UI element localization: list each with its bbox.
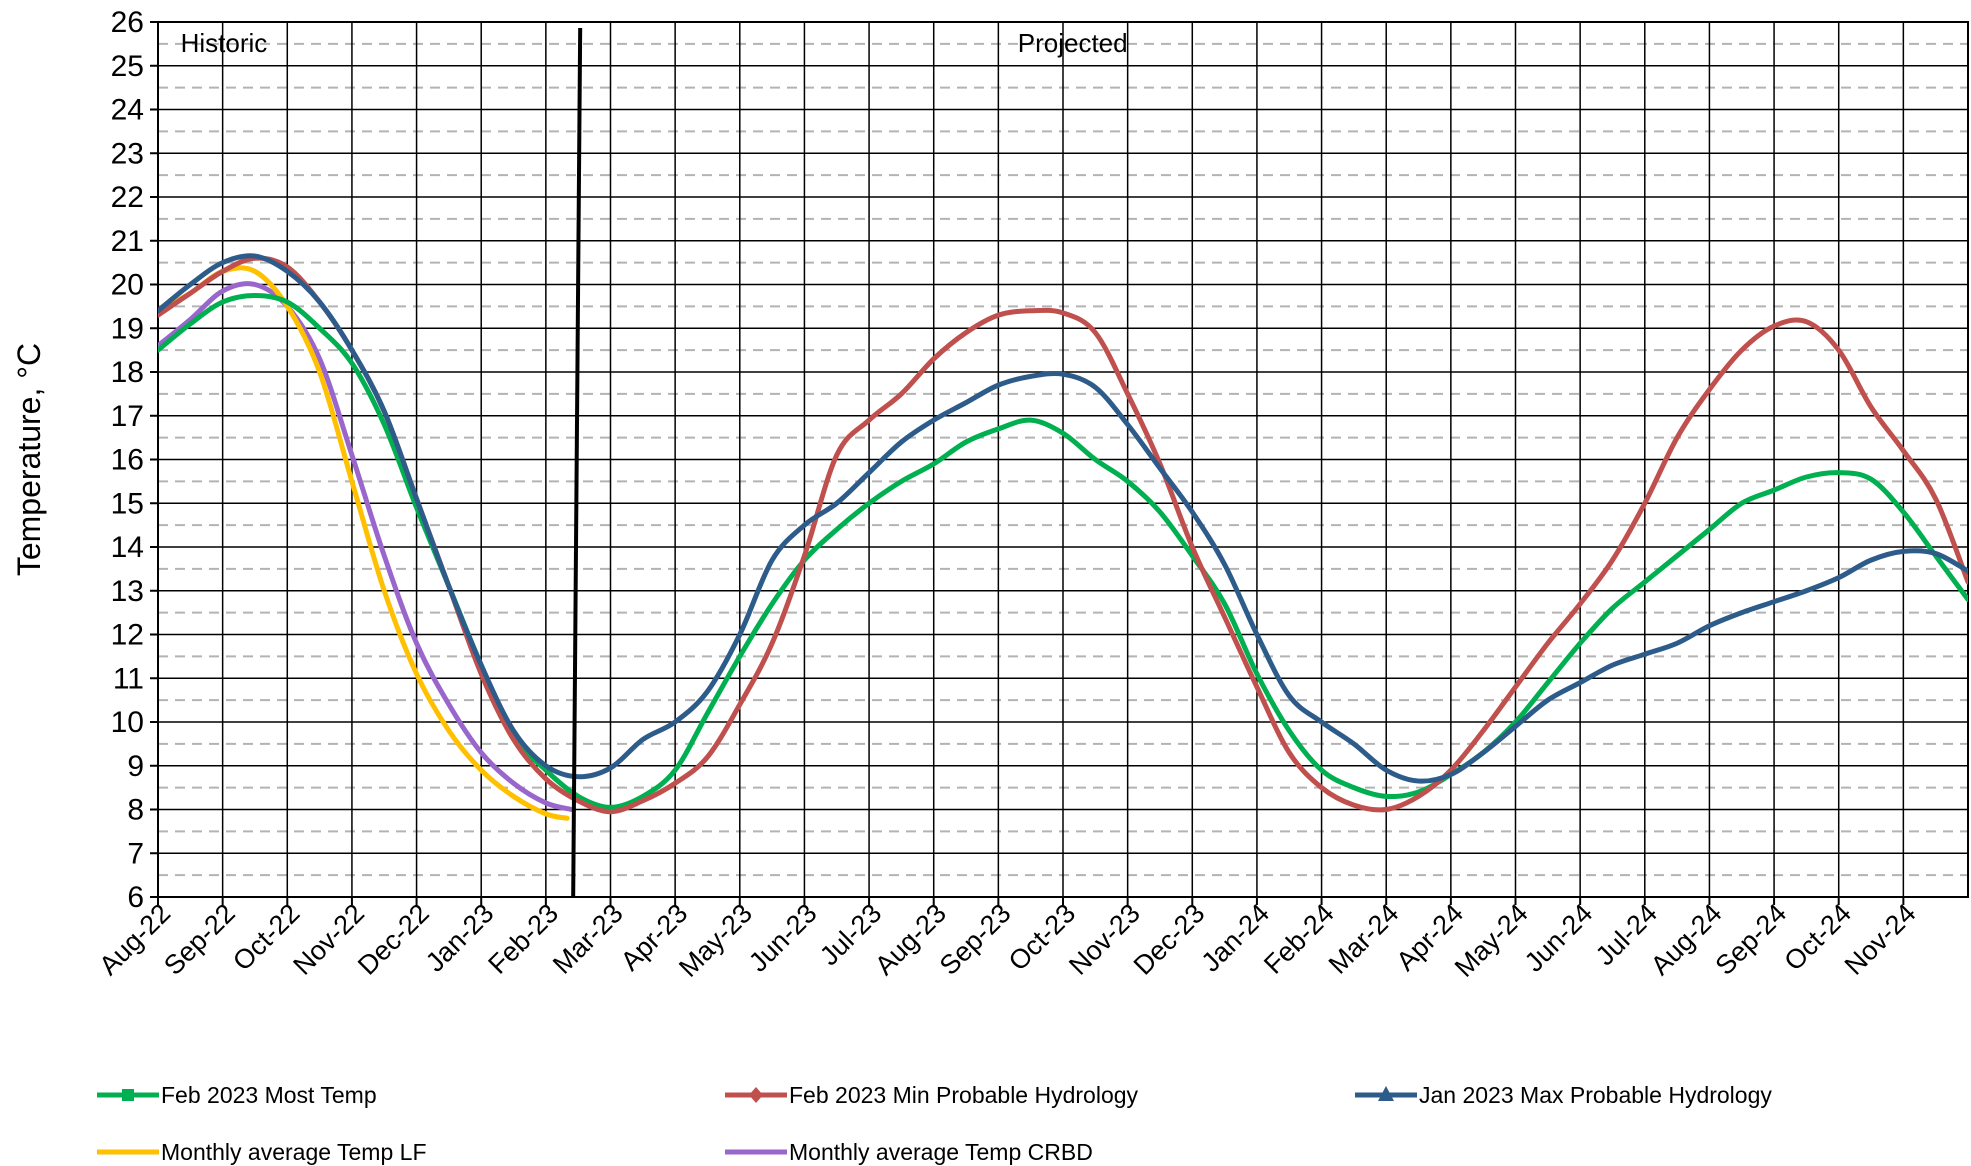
x-tick-label: Dec-23 [1128,898,1211,981]
x-tick-label: May-24 [1449,898,1534,983]
series-jan-2023-max-probable-hydrology [158,253,1968,784]
x-tick-label: Nov-22 [287,898,370,981]
x-tick-label: Sep-23 [934,898,1017,981]
y-tick-label: 8 [127,794,144,827]
x-tick-label: Nov-24 [1839,898,1922,981]
y-tick-label: 21 [111,225,144,258]
region-annotation: Historic [181,28,268,58]
y-tick-label: 20 [111,269,144,302]
x-tick-label: Aug-23 [869,898,952,981]
legend-marker [749,1087,763,1103]
historic-projected-divider [571,27,583,898]
y-tick-label: 16 [111,444,144,477]
legend-label: Monthly average Temp LF [161,1139,427,1165]
x-tick-label: Mar-23 [547,898,629,980]
y-tick-label: 12 [111,619,144,652]
legend: Feb 2023 Most Temp Feb 2023 Min Probable … [97,1082,1772,1165]
legend-item: Jan 2023 Max Probable Hydrology [1355,1082,1772,1108]
series-monthly-average-temp-crbd [158,281,575,812]
legend-label: Feb 2023 Most Temp [161,1082,377,1108]
y-tick-label: 6 [127,881,144,914]
y-tick-label: 24 [111,94,144,127]
x-tick-label: Jun-23 [743,898,823,978]
y-tick-label: 14 [111,531,144,564]
y-axis-label: Temperature, °C [11,343,47,576]
x-tick-label: Dec-22 [352,898,435,981]
x-tick-label: Jan-23 [420,898,500,978]
y-tick-label: 11 [113,662,144,695]
y-tick-label: 7 [127,837,144,870]
series-group [158,253,1968,821]
x-tick-label: May-23 [673,898,758,983]
y-tick-label: 15 [111,487,144,520]
x-tick-label: Nov-23 [1063,898,1146,981]
x-tick-label: Aug-24 [1645,898,1728,981]
y-tick-label: 17 [111,400,144,433]
legend-item: Feb 2023 Most Temp [97,1082,377,1108]
series-line [158,281,575,812]
y-tick-label: 25 [111,50,144,83]
y-tick-label: 26 [111,6,144,39]
legend-marker [1378,1086,1394,1101]
legend-item: Monthly average Temp LF [97,1139,427,1165]
annotations: Historic Projected [181,27,1128,898]
x-tick-label: Jun-24 [1519,898,1599,978]
y-tick-label: 18 [111,356,144,389]
legend-item: Feb 2023 Min Probable Hydrology [725,1082,1139,1108]
x-tick-label: Sep-22 [158,898,241,981]
legend-label: Feb 2023 Min Probable Hydrology [789,1082,1139,1108]
x-tick-label: Feb-23 [482,898,564,980]
x-tick-label: Sep-24 [1710,898,1793,981]
x-tick-label: Feb-24 [1258,898,1340,980]
y-tick-label: 9 [127,750,144,783]
y-tick-label: 13 [111,575,144,608]
grid [157,21,1969,898]
legend-item: Monthly average Temp CRBD [725,1139,1093,1165]
legend-label: Jan 2023 Max Probable Hydrology [1419,1082,1772,1108]
y-tick-label: 10 [111,706,144,739]
legend-label: Monthly average Temp CRBD [789,1139,1093,1165]
x-tick-label: Jan-24 [1196,898,1276,978]
y-tick-label: 22 [111,181,144,214]
x-tick-label: Mar-24 [1323,898,1405,980]
region-annotation: Projected [1018,28,1128,58]
series-line [158,253,1968,784]
y-tick-label: 19 [111,312,144,345]
y-tick-label: 23 [111,137,144,170]
legend-marker [122,1089,134,1101]
